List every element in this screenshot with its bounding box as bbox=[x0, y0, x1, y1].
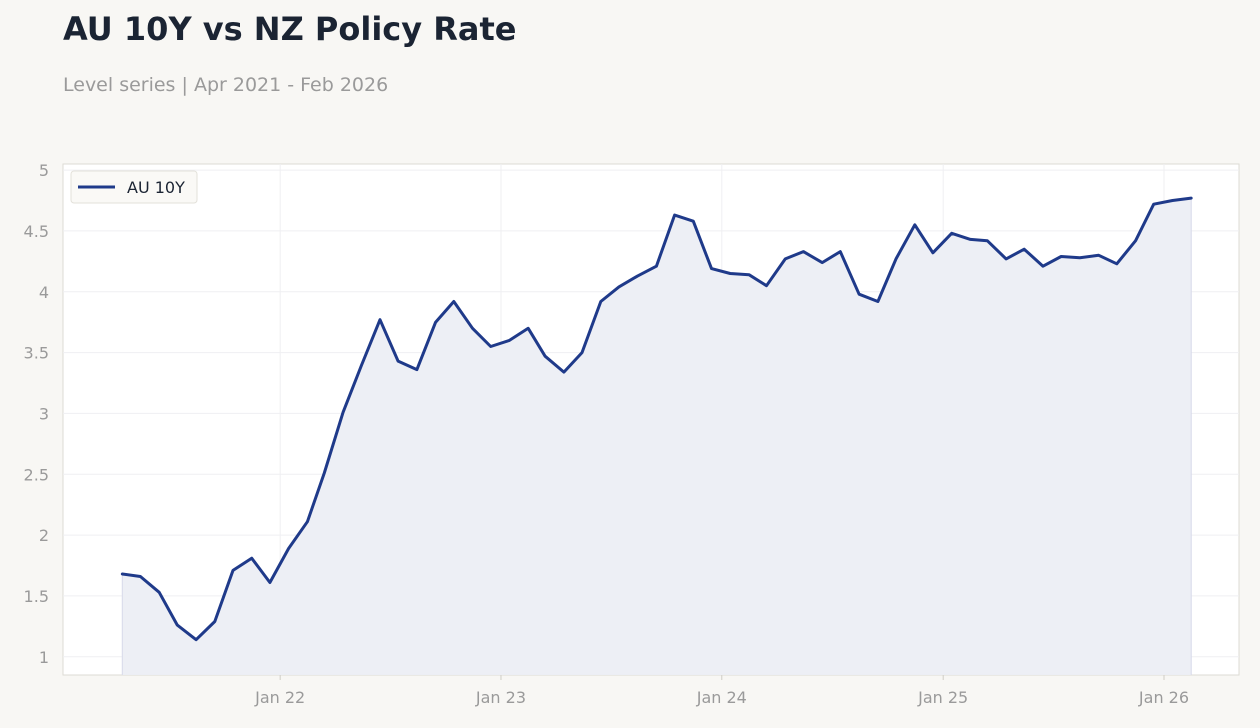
legend: AU 10Y bbox=[70, 170, 198, 204]
data-point bbox=[784, 257, 787, 260]
data-point bbox=[986, 239, 989, 242]
data-point bbox=[636, 274, 639, 277]
data-point bbox=[527, 327, 530, 330]
data-point bbox=[710, 267, 713, 270]
data-point bbox=[342, 411, 345, 414]
data-point bbox=[139, 575, 142, 578]
x-axis: Jan 22 Jan 23 Jan 24 Jan 25 Jan 26 bbox=[254, 675, 1189, 707]
data-point bbox=[692, 220, 695, 223]
data-point bbox=[397, 360, 400, 363]
data-point bbox=[913, 223, 916, 226]
data-point bbox=[213, 620, 216, 623]
y-tick-label: 1 bbox=[39, 648, 49, 667]
data-point bbox=[268, 581, 271, 584]
data-point bbox=[1115, 262, 1118, 265]
data-point bbox=[360, 364, 363, 367]
data-point bbox=[1097, 254, 1100, 257]
data-point bbox=[895, 257, 898, 260]
data-point bbox=[176, 624, 179, 627]
data-point bbox=[195, 638, 198, 641]
data-point bbox=[562, 371, 565, 374]
x-tick-label: Jan 25 bbox=[917, 688, 968, 707]
x-tick-label: Jan 22 bbox=[254, 688, 305, 707]
data-point bbox=[1042, 265, 1045, 268]
data-point bbox=[599, 300, 602, 303]
data-point bbox=[858, 293, 861, 296]
data-point bbox=[434, 321, 437, 324]
data-point bbox=[158, 591, 161, 594]
series-line-group bbox=[120, 196, 1193, 642]
data-point bbox=[489, 345, 492, 348]
y-tick-label: 2.5 bbox=[24, 465, 49, 484]
y-tick-label: 4.5 bbox=[24, 222, 49, 241]
legend-label: AU 10Y bbox=[127, 178, 185, 197]
data-point bbox=[287, 547, 290, 550]
data-point bbox=[655, 265, 658, 268]
data-point bbox=[673, 214, 676, 217]
data-point bbox=[969, 238, 972, 241]
data-point bbox=[581, 351, 584, 354]
data-point bbox=[378, 318, 381, 321]
data-point bbox=[876, 300, 879, 303]
data-point bbox=[765, 284, 768, 287]
data-point bbox=[617, 285, 620, 288]
data-point bbox=[729, 272, 732, 275]
chart-title: AU 10Y vs NZ Policy Rate bbox=[63, 10, 517, 48]
data-point bbox=[471, 327, 474, 330]
y-tick-label: 2 bbox=[39, 526, 49, 545]
y-tick-label: 1.5 bbox=[24, 587, 49, 606]
data-point bbox=[1171, 199, 1174, 202]
data-point bbox=[452, 300, 455, 303]
data-point bbox=[508, 339, 511, 342]
data-point bbox=[231, 569, 234, 572]
data-point bbox=[323, 472, 326, 475]
data-point bbox=[748, 273, 751, 276]
data-point bbox=[1060, 255, 1063, 258]
y-tick-label: 4 bbox=[39, 283, 49, 302]
data-point bbox=[544, 355, 547, 358]
y-tick-label: 5 bbox=[39, 161, 49, 180]
series-line bbox=[120, 196, 1193, 642]
data-point bbox=[1078, 256, 1081, 259]
data-point bbox=[802, 250, 805, 253]
data-point bbox=[821, 261, 824, 264]
data-point bbox=[1134, 239, 1137, 242]
x-tick-label: Jan 26 bbox=[1138, 688, 1189, 707]
chart-subtitle: Level series | Apr 2021 - Feb 2026 bbox=[63, 74, 389, 96]
data-point bbox=[1152, 203, 1155, 206]
data-point bbox=[306, 520, 309, 523]
data-point bbox=[1190, 197, 1193, 200]
area-fill-group bbox=[121, 198, 1192, 675]
data-point bbox=[121, 573, 124, 576]
data-point bbox=[415, 368, 418, 371]
x-tick-label: Jan 24 bbox=[696, 688, 747, 707]
legend-box bbox=[70, 170, 198, 204]
data-point bbox=[1023, 248, 1026, 251]
x-tick-label: Jan 23 bbox=[475, 688, 526, 707]
data-point bbox=[931, 251, 934, 254]
y-axis: 1 1.5 2 2.5 3 3.5 4 4.5 5 bbox=[24, 161, 49, 667]
y-tick-label: 3.5 bbox=[24, 344, 49, 363]
data-point bbox=[839, 250, 842, 253]
series-area-fill bbox=[122, 198, 1192, 675]
data-point bbox=[1005, 257, 1008, 260]
data-point bbox=[250, 557, 253, 560]
data-point bbox=[950, 232, 953, 235]
y-tick-label: 3 bbox=[39, 404, 49, 423]
